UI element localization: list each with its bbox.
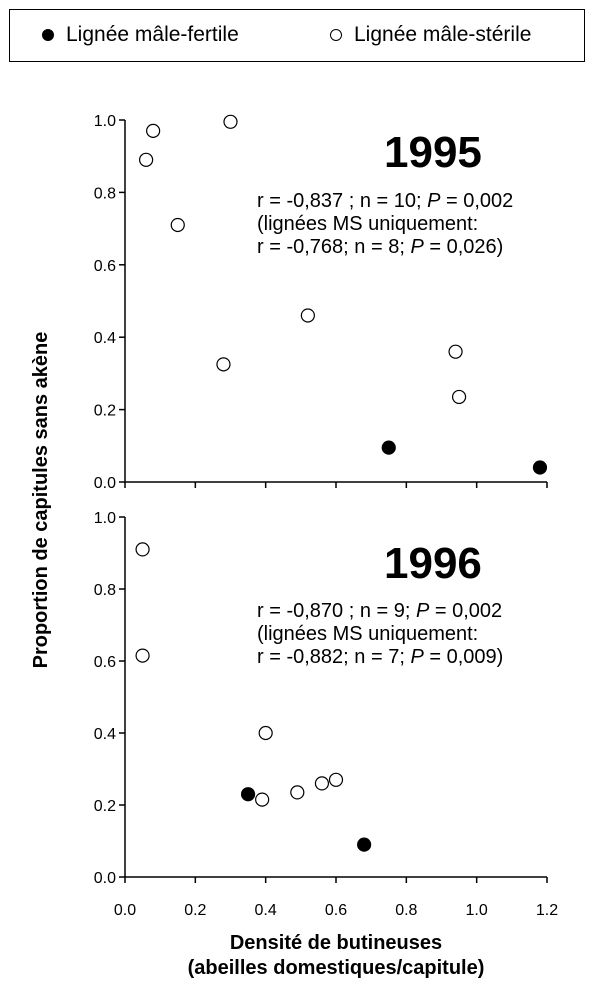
- sterile-point-top: [448, 344, 463, 359]
- y-tick-label-bottom: 0.6: [94, 654, 116, 671]
- sterile-point-top: [146, 123, 161, 138]
- y-tick-label-top: 0.2: [94, 403, 116, 420]
- stat-line-top: r = -0,768; n = 8; P = 0,026): [257, 236, 503, 258]
- sterile-point-bottom: [255, 792, 270, 807]
- x-tick-label: 0.6: [325, 902, 347, 919]
- sterile-point-top: [216, 357, 231, 372]
- y-axis-title: Proportion de capitules sans akène: [30, 332, 52, 669]
- sterile-point-bottom: [135, 542, 150, 557]
- sterile-point-top: [300, 308, 315, 323]
- y-tick-label-bottom: 0.0: [94, 870, 116, 887]
- fertile-point-top: [532, 460, 548, 475]
- y-tick-label-top: 1.0: [94, 113, 116, 130]
- sterile-point-bottom: [258, 725, 273, 741]
- sterile-point-bottom: [328, 772, 344, 787]
- stat-line-top: (lignées MS uniquement:: [257, 213, 478, 235]
- x-tick-label: 1.0: [466, 902, 488, 919]
- y-tick-label-bottom: 0.2: [94, 798, 116, 815]
- sterile-point-top: [139, 152, 154, 167]
- legend-label-fertile: Lignée mâle-fertile: [66, 23, 239, 46]
- year-label-bottom: 1996: [384, 539, 482, 588]
- x-tick-label: 0.0: [114, 902, 136, 919]
- x-axis-title: Densité de butineuses: [230, 932, 442, 954]
- legend: Lignée mâle-fertile Lignée mâle-stérile: [9, 9, 585, 62]
- y-tick-label-bottom: 1.0: [94, 510, 116, 527]
- x-tick-label: 0.8: [395, 902, 417, 919]
- sterile-point-top: [170, 217, 185, 233]
- fertile-point-bottom: [357, 837, 372, 852]
- stat-line-bottom: r = -0,882; n = 7; P = 0,009): [257, 646, 503, 668]
- y-tick-label-top: 0.6: [94, 258, 116, 275]
- stat-line-bottom: r = -0,870 ; n = 9; P = 0,002: [257, 600, 502, 622]
- year-label-top: 1995: [384, 128, 482, 177]
- sterile-point-top: [223, 114, 238, 129]
- y-tick-label-bottom: 0.4: [94, 726, 116, 743]
- sterile-point-top: [451, 389, 467, 405]
- legend-item-sterile: Lignée mâle-stérile: [330, 10, 531, 60]
- fertile-point-bottom: [240, 787, 256, 802]
- y-tick-label-top: 0.4: [94, 330, 116, 347]
- x-tick-label: 0.4: [255, 902, 277, 919]
- legend-item-fertile: Lignée mâle-fertile: [42, 10, 239, 60]
- legend-label-sterile: Lignée mâle-stérile: [354, 23, 532, 46]
- open-circle-icon: [330, 29, 342, 41]
- x-tick-label: 1.2: [536, 902, 558, 919]
- fertile-point-top: [381, 440, 396, 455]
- y-tick-label-top: 0.0: [94, 475, 116, 492]
- sterile-point-bottom: [314, 776, 330, 791]
- stat-line-top: r = -0,837 ; n = 10; P = 0,002: [257, 190, 513, 212]
- stat-line-bottom: (lignées MS uniquement:: [257, 623, 478, 645]
- y-tick-label-top: 0.8: [94, 185, 116, 202]
- filled-circle-icon: [42, 29, 54, 41]
- sterile-point-bottom: [290, 785, 305, 800]
- x-axis-title: (abeilles domestiques/capitule): [188, 957, 485, 979]
- y-tick-label-bottom: 0.8: [94, 582, 116, 599]
- x-tick-label: 0.2: [184, 902, 206, 919]
- sterile-point-bottom: [135, 648, 150, 663]
